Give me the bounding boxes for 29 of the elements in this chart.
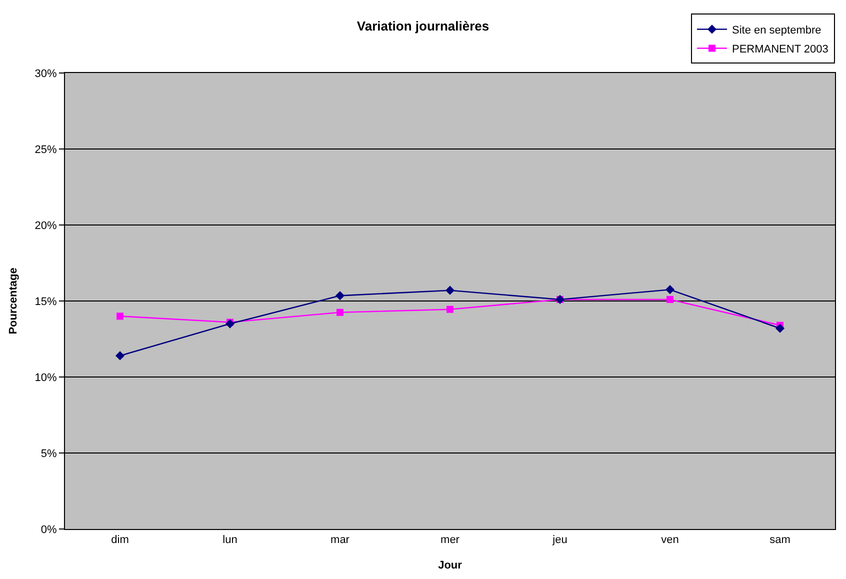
point	[446, 306, 454, 313]
y-tick-label: 30%	[34, 68, 58, 80]
y-tick-label: 10%	[34, 372, 58, 384]
x-tick-label: lun	[222, 534, 238, 546]
y-axis-title: Pourcentage	[7, 268, 20, 334]
legend-label: Site en septembre	[732, 24, 822, 37]
point	[116, 312, 124, 320]
y-tick-label: 5%	[40, 448, 58, 460]
point	[336, 308, 344, 316]
point	[115, 351, 125, 360]
point	[225, 319, 235, 328]
legend-label: PERMANENT 2003	[732, 44, 828, 56]
x-tick-label: ven	[661, 534, 679, 546]
point	[666, 296, 674, 303]
y-tick-label: 25%	[34, 144, 58, 156]
y-tick-label: 20%	[34, 220, 58, 232]
point	[775, 324, 785, 333]
x-axis-title: Jour	[438, 559, 463, 572]
y-tick-label: 15%	[34, 296, 58, 308]
x-tick-label: jeu	[552, 534, 568, 546]
x-tick-label: mar	[330, 534, 350, 546]
point	[665, 285, 675, 294]
point	[445, 286, 455, 295]
x-tick-label: sam	[770, 534, 790, 546]
y-tick-label: 0%	[40, 524, 58, 536]
x-tick-label: dim	[111, 534, 129, 546]
chart-title: Variation journalières	[356, 18, 490, 34]
x-tick-label: mer	[440, 534, 460, 546]
point	[335, 291, 345, 300]
